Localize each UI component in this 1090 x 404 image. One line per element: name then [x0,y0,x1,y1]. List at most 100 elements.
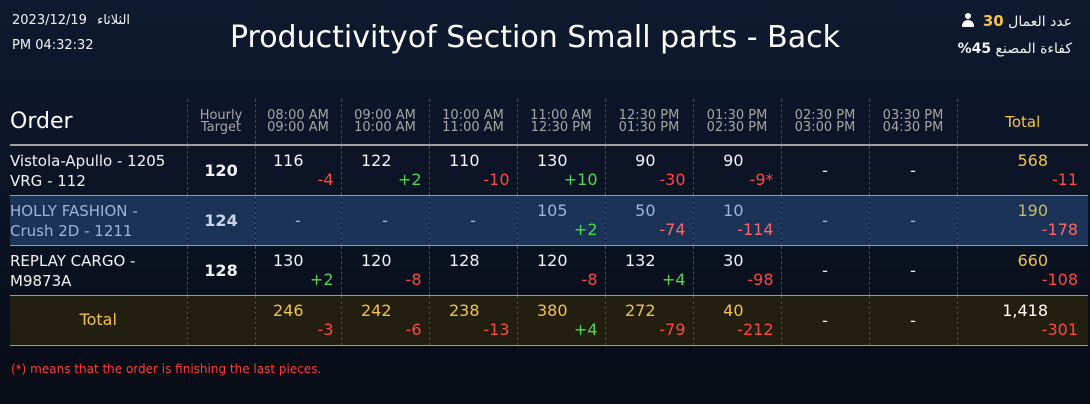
hour-6-end: 02:30 PM [706,119,768,135]
hour-cell: 90 -30 [604,145,693,196]
col-header-hour-4: 11:00 AM 12:30 PM [516,99,605,146]
table-header-row: Order Hourly Target 08:00 AM 09:00 AM 09:0… [10,99,1088,146]
total-hour-delta: -13 [483,319,510,339]
hour-3-start: 10:00 AM [442,107,504,123]
hour-cell-empty: - [780,245,869,296]
hour-1-start: 08:00 AM [267,107,329,123]
person-icon [961,13,975,27]
hour-cell-empty: - [780,145,869,196]
hour-delta: -8 [581,269,598,289]
grand-total-delta: -301 [1041,319,1078,339]
col-header-hour-3: 10:00 AM 11:00 AM [428,99,517,146]
hour-5-start: 12:30 PM [618,107,680,123]
hour-cell: 90 -9* [692,145,781,196]
hour-delta: +2 [397,169,422,189]
order-cell: Vistola-Apullo - 1205 VRG - 112 [10,145,187,196]
hour-value: 130 [272,250,304,270]
hour-delta: -4 [317,169,334,189]
col-header-target: Hourly Target [186,99,255,146]
hour-5-end: 01:30 PM [618,119,680,135]
total-cell: 660 -108 [956,245,1088,296]
col-header-hour-5: 12:30 PM 01:30 PM [604,99,693,146]
hour-cell: 50 -74 [604,195,693,246]
hour-delta: -30 [659,169,686,189]
hour-cell: 10 -114 [692,195,781,246]
workers-line: عدد العمال 30 [958,8,1072,36]
total-hour-cell: 246 -3 [254,295,341,346]
hour-value: 30 [723,250,744,270]
date-text: 2023/12/19 [12,13,87,28]
order-name-line2: VRG - 112 [10,172,86,190]
hour-value: 50 [635,200,656,220]
hour-4-start: 11:00 AM [530,107,592,123]
efficiency-label: كفاءة المصنع [995,41,1072,57]
col-header-total: Total [956,99,1088,146]
col-header-hour-7: 02:30 PM 03:00 PM [780,99,869,146]
hour-value: 122 [360,151,392,170]
datetime-panel: 2023/12/19 الثلاثاء PM 04:32:32 [12,8,136,58]
col-header-hour-1: 08:00 AM 09:00 AM [254,99,341,146]
hour-delta: -74 [659,219,686,239]
total-hour-value: 238 [448,300,480,320]
hour-value: 90 [635,151,656,170]
hour-cell-empty: - [868,195,957,246]
hour-cell-empty: - [340,195,429,246]
hour-cell: 116 -4 [254,145,341,196]
hour-2-end: 10:00 AM [354,119,416,135]
total-hour-delta: -6 [405,319,422,339]
hour-cell: 122 +2 [340,145,429,196]
hour-cell: 110 -10 [428,145,517,196]
hour-cell-empty: - [868,145,957,196]
hour-3-end: 11:00 AM [442,119,504,135]
hour-cell-empty: - [780,195,869,246]
table-row-selected[interactable]: HOLLY FASHION - Crush 2D - 1211 124 - - -… [10,195,1088,246]
hour-value: 132 [624,250,656,270]
order-cell: HOLLY FASHION - Crush 2D - 1211 [10,195,187,246]
total-hour-delta: -212 [737,319,774,339]
col-header-target-line1: Hourly [199,107,243,123]
hour-value: 120 [536,250,568,270]
footnote: (*) means that the order is finishing th… [11,362,322,376]
target-cell: 120 [186,145,255,196]
total-hour-cell: 242 -6 [340,295,429,346]
col-header-hour-8: 03:30 PM 04:30 PM [868,99,957,146]
hour-2-start: 09:00 AM [354,107,416,123]
productivity-table: Order Hourly Target 08:00 AM 09:00 AM 09:0… [10,99,1088,346]
order-name-line1: HOLLY FASHION - [10,201,138,220]
total-hour-value: 246 [272,300,304,320]
hour-cell: 130 +10 [516,145,605,196]
hour-value: 116 [272,151,304,170]
table-row[interactable]: REPLAY CARGO - M9873A 128 130 +2 120 -8 128… [10,245,1088,296]
hour-value: 128 [448,250,480,270]
date-line: 2023/12/19 الثلاثاء [12,8,136,33]
table-total-row: Total 246 -3 242 -6 238 -13 380 +4 272 -79 40… [10,295,1088,346]
total-hour-cell: 40 -212 [692,295,781,346]
hour-cell: 128 [428,245,517,296]
hour-7-start: 02:30 PM [794,107,856,123]
hour-cell: 120 -8 [516,245,605,296]
hour-value: 120 [360,250,392,270]
hour-delta: +10 [563,169,598,189]
total-row-target-empty [186,295,255,346]
hour-value: 90 [723,151,744,170]
workers-label: عدد العمال [1008,14,1072,30]
total-hour-value: 242 [360,300,392,320]
total-hour-delta: -79 [659,319,686,339]
col-header-target-line2: Target [200,119,242,135]
day-text: الثلاثاء [97,13,131,28]
workers-count: 30 [982,12,1004,30]
total-delta: -178 [1041,219,1078,239]
hour-8-end: 04:30 PM [882,119,944,135]
hour-8-start: 03:30 PM [882,107,944,123]
efficiency-value: 45% [957,41,992,57]
order-name-line2: Crush 2D - 1211 [10,221,133,240]
hour-cell-empty: - [428,195,517,246]
hour-delta: -9* [749,169,774,189]
order-cell: REPLAY CARGO - M9873A [10,245,187,296]
hour-value: 110 [448,151,480,170]
hour-cell-empty: - [254,195,341,246]
target-cell: 128 [186,245,255,296]
hour-cell: 132 +4 [604,245,693,296]
table-row[interactable]: Vistola-Apullo - 1205 VRG - 112 120 116 -4… [10,145,1088,196]
hour-delta: +4 [661,269,686,289]
